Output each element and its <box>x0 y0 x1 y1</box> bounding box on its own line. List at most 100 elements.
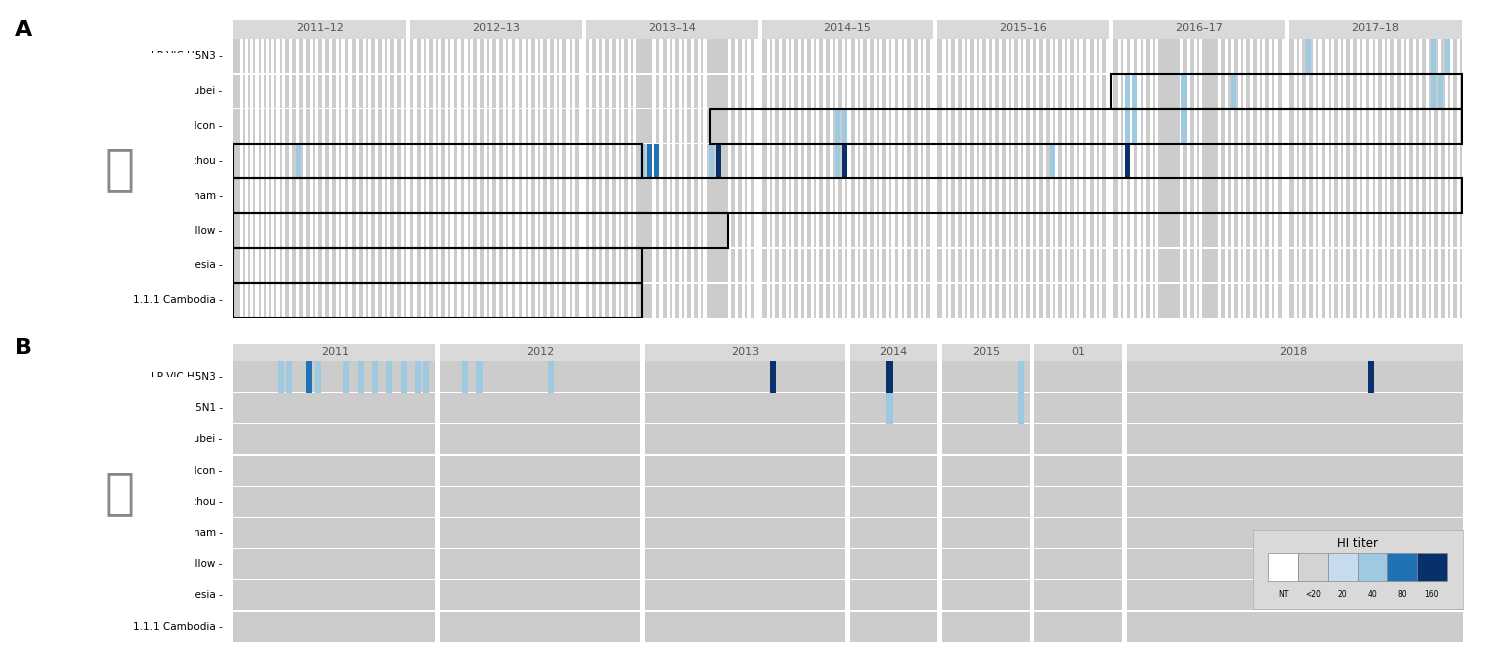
Bar <box>1226 39 1228 318</box>
Bar <box>232 108 1462 109</box>
Text: HI titer: HI titer <box>1336 538 1378 550</box>
Bar <box>954 39 958 318</box>
Bar <box>735 39 738 318</box>
Bar <box>792 39 795 318</box>
Bar <box>1326 39 1329 318</box>
Bar <box>1074 39 1077 318</box>
Bar <box>886 39 890 318</box>
Bar <box>654 144 660 178</box>
Bar <box>554 39 556 318</box>
Bar <box>1030 39 1033 318</box>
Bar <box>582 20 586 39</box>
Bar <box>1131 39 1134 318</box>
Bar <box>1094 39 1096 318</box>
Bar <box>754 39 758 318</box>
Bar <box>278 361 284 393</box>
Bar <box>288 39 292 318</box>
Bar <box>489 39 492 318</box>
Bar <box>1054 39 1058 318</box>
Text: 2.3.4.4 Gyrfalcon -: 2.3.4.4 Gyrfalcon - <box>126 465 222 475</box>
Text: 🐦: 🐦 <box>105 145 135 193</box>
Bar <box>1019 39 1022 318</box>
Bar <box>660 39 663 318</box>
Bar <box>435 361 439 642</box>
Bar <box>1338 39 1341 318</box>
Bar <box>855 39 858 318</box>
Bar <box>1450 39 1454 318</box>
Bar <box>406 39 411 318</box>
Bar <box>1275 39 1278 318</box>
Bar <box>1413 39 1416 318</box>
Bar <box>1050 144 1054 178</box>
Bar <box>842 109 848 144</box>
Bar <box>328 39 333 318</box>
Bar <box>886 361 892 393</box>
Bar <box>1268 553 1298 581</box>
Bar <box>528 39 531 318</box>
Bar <box>509 39 512 318</box>
Bar <box>470 39 472 318</box>
Bar <box>1035 39 1038 318</box>
Bar <box>1306 39 1311 74</box>
Bar <box>999 39 1002 318</box>
Bar <box>716 144 722 178</box>
Bar <box>232 282 1462 283</box>
Bar <box>232 248 642 283</box>
Bar <box>1281 39 1284 318</box>
Bar <box>987 39 990 318</box>
Bar <box>1394 39 1396 318</box>
Bar <box>348 39 351 318</box>
Bar <box>232 73 1462 75</box>
Bar <box>232 423 1462 424</box>
Bar <box>423 361 429 393</box>
Text: A: A <box>15 20 33 40</box>
Bar <box>786 39 789 318</box>
Bar <box>646 144 652 178</box>
Bar <box>315 39 318 318</box>
Text: 01: 01 <box>1071 347 1084 357</box>
Bar <box>232 143 1462 144</box>
Bar <box>1306 39 1310 318</box>
Bar <box>522 39 525 318</box>
Bar <box>232 20 1462 39</box>
Bar <box>1294 39 1298 318</box>
Bar <box>1122 344 1126 361</box>
Bar <box>1029 344 1035 361</box>
Bar <box>778 39 782 318</box>
Bar <box>633 39 636 318</box>
Text: 2014: 2014 <box>879 347 908 357</box>
Bar <box>232 144 642 178</box>
Bar <box>336 39 339 318</box>
Bar <box>666 39 669 318</box>
Bar <box>548 39 550 318</box>
Bar <box>910 39 914 318</box>
Text: 2013–14: 2013–14 <box>648 23 696 34</box>
Bar <box>462 361 468 393</box>
Bar <box>1137 39 1140 318</box>
Bar <box>903 39 908 318</box>
Bar <box>232 213 728 248</box>
Bar <box>342 39 345 318</box>
Bar <box>842 144 848 178</box>
Bar <box>406 20 411 39</box>
Bar <box>344 361 350 393</box>
Bar <box>1342 39 1346 318</box>
Bar <box>918 39 921 318</box>
Bar <box>824 39 827 318</box>
Bar <box>922 39 926 318</box>
Bar <box>426 39 429 318</box>
Bar <box>232 610 1462 612</box>
Bar <box>1124 39 1126 318</box>
Bar <box>400 39 405 318</box>
Bar <box>450 39 453 318</box>
Bar <box>772 39 776 318</box>
Bar <box>728 39 730 318</box>
Bar <box>276 39 279 318</box>
Bar <box>1155 39 1158 318</box>
Bar <box>232 213 1462 214</box>
Bar <box>232 143 1462 144</box>
Bar <box>1382 39 1384 318</box>
Text: 2.3.4.4 Hubei -: 2.3.4.4 Hubei - <box>146 86 222 96</box>
Bar <box>938 361 942 642</box>
Bar <box>758 39 762 318</box>
